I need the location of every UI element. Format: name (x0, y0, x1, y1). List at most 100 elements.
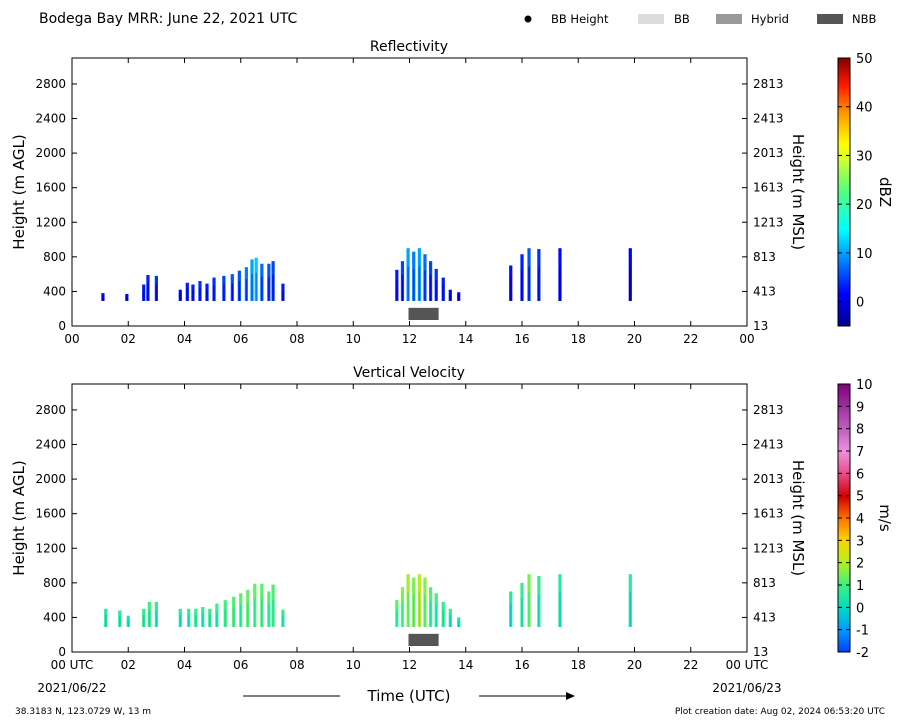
echo-column-core (407, 266, 409, 301)
legend-label-bb: BB (674, 12, 690, 26)
echo-column-core (231, 283, 233, 301)
echo-column-core (268, 603, 270, 627)
x-tick-label: 02 (121, 332, 136, 346)
echo-column-core (407, 592, 409, 627)
x-tick-label: 16 (514, 658, 529, 672)
colorbar-tick-label: 3 (856, 534, 864, 549)
y-tick-label: 1200 (35, 541, 66, 555)
y-tick-label: 1600 (35, 181, 66, 195)
echo-column-core (202, 614, 204, 627)
x-tick-label: 20 (627, 332, 642, 346)
echo-column-core (105, 615, 107, 627)
colorbar-tick-label: -2 (856, 646, 869, 661)
echo-column-core (538, 267, 540, 301)
echo-column-core (418, 592, 420, 627)
echo-column-core (209, 615, 211, 627)
echo-column-core (458, 620, 460, 627)
velocity-title: Vertical Velocity (353, 365, 465, 381)
echo-column-core (261, 598, 263, 627)
echo-column-core (458, 295, 460, 301)
end-date-label: 2021/06/23 (712, 681, 781, 695)
colorbar-tick-label: 40 (856, 101, 873, 116)
echo-column-core (401, 601, 404, 627)
y-tick-label-right: 2813 (753, 403, 784, 417)
x-tick-label: 14 (458, 332, 473, 346)
echo-column-core (188, 615, 190, 627)
echo-column-core (127, 619, 129, 627)
echo-column-core (213, 285, 215, 301)
echo-column-core (272, 599, 274, 627)
echo-column-core (442, 285, 444, 301)
x-tick-label: 08 (289, 332, 304, 346)
y-tick-label: 2400 (35, 112, 66, 126)
time-axis-label: Time (UTC) (367, 687, 451, 705)
x-tick-label: 04 (177, 658, 192, 672)
echo-column-core (143, 615, 145, 627)
echo-column-core (155, 610, 157, 627)
velocity-colorbar-label: m/s (876, 504, 894, 532)
echo-column-core (254, 598, 256, 627)
y-tick-label-right: 1213 (753, 541, 784, 555)
y-tick-label-right: 1213 (753, 215, 784, 229)
x-tick-label: 20 (627, 658, 642, 672)
echo-column-core (413, 594, 415, 627)
x-tick-label: 12 (402, 332, 417, 346)
figure-title: Bodega Bay MRR: June 22, 2021 UTC (39, 11, 297, 27)
velocity-ylabel: Height (m AGL) (10, 460, 28, 575)
reflectivity-colorbar-label: dBZ (876, 177, 894, 207)
legend-label-bb-height: BB Height (551, 12, 609, 26)
echo-column-core (261, 276, 263, 301)
colorbar-tick-label: 10 (856, 378, 873, 393)
echo-column-core (119, 616, 121, 627)
echo-column-core (155, 284, 157, 301)
echo-column-core (429, 275, 432, 301)
x-tick-label: 22 (683, 332, 698, 346)
colorbar-tick-label: 0 (856, 601, 864, 616)
echo-column-core (199, 288, 201, 301)
echo-column-core (538, 593, 540, 627)
y-tick-label: 400 (43, 284, 66, 298)
x-tick-label: 02 (121, 658, 136, 672)
colorbar-tick-label: 20 (856, 198, 873, 213)
x-tick-label: 16 (514, 332, 529, 346)
echo-column-core (206, 289, 208, 301)
x-tick-label: 04 (177, 332, 192, 346)
y-tick-label-right: 1613 (753, 181, 784, 195)
colorbar-tick-label: -1 (856, 624, 869, 639)
echo-column-core (449, 615, 451, 627)
x-tick-label: 18 (571, 658, 586, 672)
echo-column-core (629, 592, 631, 627)
colorbar-tick-label: 30 (856, 149, 873, 164)
echo-column-core (247, 602, 249, 627)
legend-swatch-bb (638, 14, 664, 24)
echo-column-core (396, 609, 398, 627)
y-tick-label-right: 2413 (753, 438, 784, 452)
legend-label-hybrid: Hybrid (751, 12, 789, 26)
y-tick-label: 800 (43, 576, 66, 590)
legend-swatch-nbb (817, 14, 843, 24)
echo-column-core (528, 266, 530, 301)
echo-column-core (396, 280, 398, 301)
echo-column-core (559, 266, 561, 301)
x-tick-label: 12 (402, 658, 417, 672)
y-tick-label: 2000 (35, 472, 66, 486)
colorbar-tick-label: 5 (856, 490, 864, 505)
creation-date-text: Plot creation date: Aug 02, 2024 06:53:2… (675, 707, 885, 717)
colorbar-tick-label: 7 (856, 445, 864, 460)
velocity-colorbar-ticks: -2 -1 0 1 2 3 4 5 6 7 8 9 10 (838, 378, 873, 661)
echo-column-core (179, 293, 181, 301)
echo-column-core (424, 270, 426, 301)
x-tick-label: 00 (64, 332, 79, 346)
x-tick-label: 00 UTC (726, 658, 769, 672)
echo-column-core (147, 284, 149, 301)
reflectivity-title: Reflectivity (370, 39, 448, 55)
legend-swatch-hybrid (716, 14, 742, 24)
y-tick-label: 1200 (35, 215, 66, 229)
reflectivity-panel: Reflectivity 00 02 04 06 08 10 12 14 16 18 20 22 000… (10, 39, 894, 346)
colorbar-tick-label: 1 (856, 579, 864, 594)
colorbar-tick-label: 6 (856, 467, 864, 482)
colorbar-tick-label: 8 (856, 423, 864, 438)
velocity-ylabel-right: Height (m MSL) (789, 460, 807, 576)
echo-column-core (102, 295, 104, 301)
